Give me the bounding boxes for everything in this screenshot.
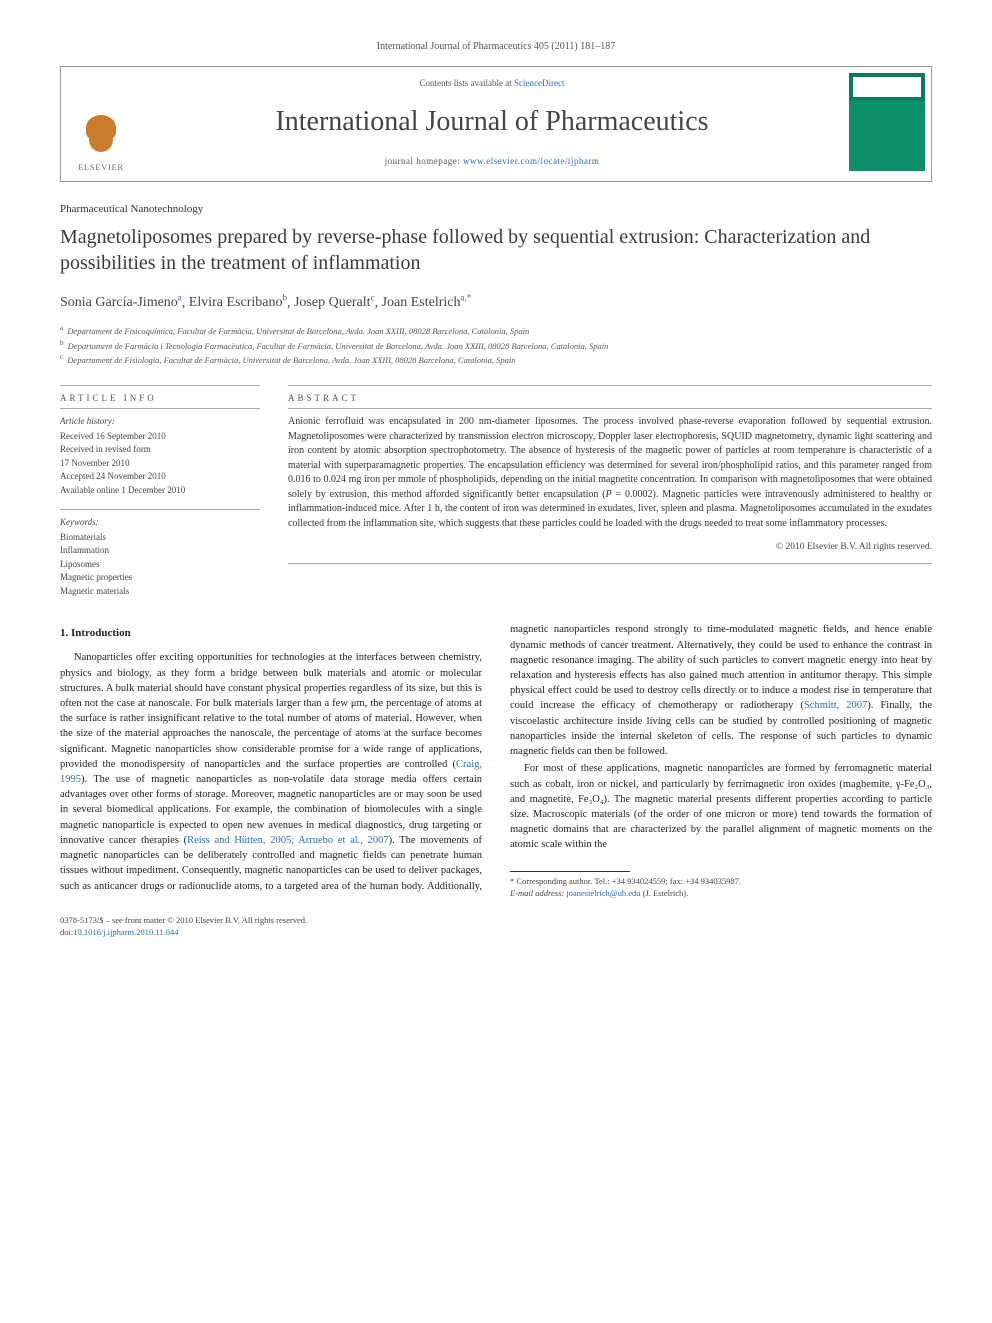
affiliation: c Departament de Fisiologia, Facultat de… [60, 352, 932, 367]
journal-cover-icon [849, 73, 925, 171]
rule [60, 509, 260, 510]
history-label: Article history: [60, 415, 260, 429]
cover-thumb-wrap [843, 67, 931, 181]
issn-line: 0378-5173/$ – see front matter © 2010 El… [60, 915, 932, 927]
publisher-label: ELSEVIER [78, 162, 124, 173]
publisher-logo-block: ELSEVIER [61, 67, 141, 181]
abstract-copyright: © 2010 Elsevier B.V. All rights reserved… [288, 541, 932, 554]
footer: 0378-5173/$ – see front matter © 2010 El… [60, 915, 932, 939]
citation-link[interactable]: Reiss and Hütten, 2005; Arruebo et al., … [187, 835, 388, 846]
abstract-text: Anionic ferrofluid was encapsulated in 2… [288, 415, 932, 531]
contents-line: Contents lists available at ScienceDirec… [141, 77, 843, 90]
keywords-block: Keywords: Biomaterials Inflammation Lipo… [60, 516, 260, 598]
homepage-link[interactable]: www.elsevier.com/locate/ijpharm [463, 156, 599, 166]
homepage-line: journal homepage: www.elsevier.com/locat… [141, 155, 843, 168]
history-line: Received in revised form [60, 443, 260, 457]
corresponding-link[interactable]: * [467, 293, 472, 303]
keyword: Magnetic materials [60, 585, 260, 599]
masthead-center: Contents lists available at ScienceDirec… [141, 67, 843, 181]
affil-link[interactable]: a [178, 293, 182, 303]
email-line: E-mail address: joanestelrich@ub.edu (J.… [510, 888, 932, 900]
article-info-column: ARTICLE INFO Article history: Received 1… [60, 381, 260, 599]
keyword: Biomaterials [60, 531, 260, 545]
affil-link[interactable]: b [282, 293, 287, 303]
article-info-heading: ARTICLE INFO [60, 392, 260, 405]
history-line: 17 November 2010 [60, 457, 260, 471]
section-label: Pharmaceutical Nanotechnology [60, 202, 932, 217]
author: Elvira Escribanob [189, 295, 287, 310]
author: Sonia García-Jimenoa [60, 295, 182, 310]
doi-line: doi:10.1016/j.ijpharm.2010.11.044 [60, 927, 932, 939]
rule [288, 385, 932, 386]
doi-link[interactable]: 10.1016/j.ijpharm.2010.11.044 [73, 927, 178, 937]
author-list: Sonia García-Jimenoa, Elvira Escribanob,… [60, 292, 932, 313]
affiliations: a Departament de Fisicoquímica, Facultat… [60, 323, 932, 367]
keyword: Inflammation [60, 544, 260, 558]
article-history: Article history: Received 16 September 2… [60, 415, 260, 497]
footnote-rule [510, 871, 630, 872]
history-line: Accepted 24 November 2010 [60, 470, 260, 484]
abstract-column: ABSTRACT Anionic ferrofluid was encapsul… [288, 381, 932, 599]
keyword: Liposomes [60, 558, 260, 572]
journal-reference: International Journal of Pharmaceutics 4… [60, 40, 932, 54]
author: Joan Estelricha,* [382, 295, 472, 310]
homepage-prefix: journal homepage: [385, 156, 463, 166]
rule [288, 408, 932, 409]
history-line: Available online 1 December 2010 [60, 484, 260, 498]
affiliation: b Departament de Farmàcia i Tecnologia F… [60, 338, 932, 353]
affil-link[interactable]: c [371, 293, 375, 303]
footnotes: * Corresponding author. Tel.: +34 934024… [510, 876, 932, 900]
journal-title: International Journal of Pharmaceutics [141, 102, 843, 141]
keyword: Magnetic properties [60, 571, 260, 585]
affiliation: a Departament de Fisicoquímica, Facultat… [60, 323, 932, 338]
history-line: Received 16 September 2010 [60, 430, 260, 444]
section-heading: 1. Introduction [60, 626, 482, 642]
body-paragraph: For most of these applications, magnetic… [510, 761, 932, 852]
author: Josep Queraltc [294, 295, 375, 310]
sciencedirect-link[interactable]: ScienceDirect [514, 78, 564, 88]
email-link[interactable]: joanestelrich@ub.edu [566, 888, 640, 898]
body-columns: 1. Introduction Nanoparticles offer exci… [60, 622, 932, 899]
article-title: Magnetoliposomes prepared by reverse-pha… [60, 224, 932, 276]
abstract-heading: ABSTRACT [288, 392, 932, 405]
corresponding-author-note: * Corresponding author. Tel.: +34 934024… [510, 876, 932, 888]
rule [60, 385, 260, 386]
contents-prefix: Contents lists available at [420, 78, 514, 88]
citation-link[interactable]: Schmitt, 2007 [804, 700, 867, 711]
masthead: ELSEVIER Contents lists available at Sci… [60, 66, 932, 182]
keywords-label: Keywords: [60, 516, 260, 530]
rule [60, 408, 260, 409]
rule [288, 563, 932, 564]
elsevier-tree-icon [76, 110, 126, 160]
